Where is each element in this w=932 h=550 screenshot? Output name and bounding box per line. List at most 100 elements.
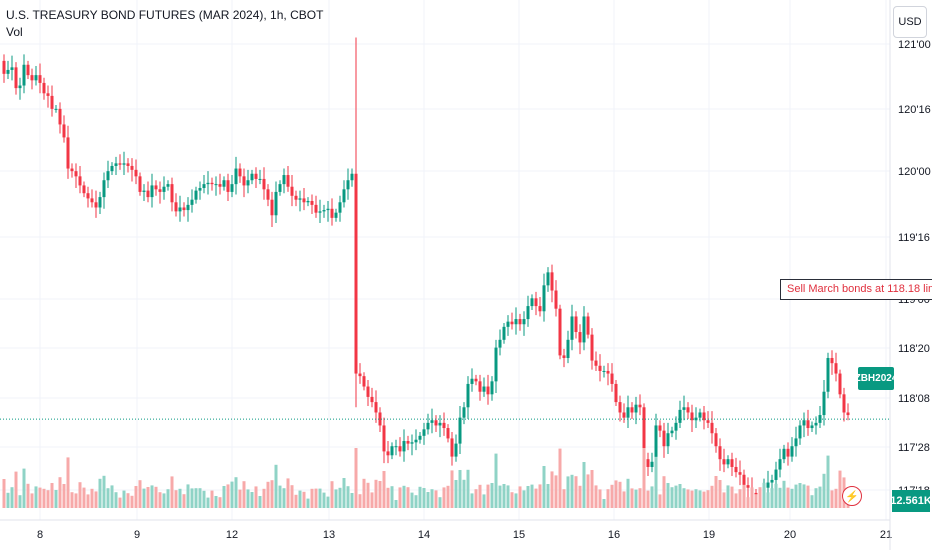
candle-body bbox=[734, 466, 738, 473]
volume-bar bbox=[322, 492, 326, 508]
candle-body bbox=[630, 407, 634, 413]
volume-bar bbox=[810, 495, 814, 508]
volume-bar bbox=[410, 492, 414, 508]
candle-body bbox=[830, 357, 834, 364]
candle-body bbox=[742, 474, 746, 486]
volume-bar bbox=[242, 481, 246, 508]
volume-bar bbox=[754, 494, 758, 508]
volume-bar bbox=[742, 484, 746, 508]
volume-bar bbox=[770, 488, 774, 508]
volume-bar bbox=[402, 485, 406, 508]
volume-bar bbox=[434, 490, 438, 508]
candle-body bbox=[770, 479, 774, 483]
candle-body bbox=[270, 199, 274, 216]
candle-body bbox=[286, 175, 290, 187]
currency-button[interactable]: USD bbox=[893, 6, 927, 38]
candle-body bbox=[386, 451, 390, 456]
candle-body bbox=[146, 190, 150, 198]
candle-body bbox=[602, 370, 606, 372]
candle-body bbox=[838, 373, 842, 395]
volume-bar bbox=[678, 484, 682, 508]
y-tick-label: 118'08 bbox=[898, 393, 930, 405]
candle-body bbox=[90, 198, 94, 203]
candle-body bbox=[190, 199, 194, 205]
volume-bar bbox=[738, 489, 742, 508]
volume-bar bbox=[90, 488, 94, 508]
candle-body bbox=[102, 180, 106, 198]
volume-bar bbox=[190, 488, 194, 508]
volume-bar bbox=[70, 492, 74, 508]
candle-body bbox=[730, 459, 734, 467]
candle-body bbox=[234, 168, 238, 185]
volume-bar bbox=[614, 480, 618, 508]
candle-body bbox=[458, 417, 462, 444]
candle-body bbox=[330, 208, 334, 218]
volume-bar bbox=[106, 488, 110, 508]
volume-bar bbox=[346, 486, 350, 508]
volume-bar bbox=[674, 485, 678, 508]
candle-body bbox=[550, 272, 554, 291]
volume-bar bbox=[406, 487, 410, 508]
candle-body bbox=[370, 396, 374, 403]
volume-bar bbox=[174, 490, 178, 508]
x-tick-label: 21 bbox=[880, 529, 892, 541]
volume-bar bbox=[750, 487, 754, 508]
volume-bar bbox=[50, 483, 54, 508]
candle-body bbox=[542, 285, 546, 312]
candle-body bbox=[798, 425, 802, 439]
volume-bar bbox=[258, 496, 262, 508]
volume-bar bbox=[650, 486, 654, 508]
volume-bar bbox=[22, 468, 26, 508]
volume-bar bbox=[814, 488, 818, 508]
candle-body bbox=[426, 422, 430, 430]
volume-bar bbox=[294, 494, 298, 508]
order-note[interactable]: Sell March bonds at 118.18 limit bbox=[780, 279, 932, 300]
volume-bar bbox=[182, 494, 186, 508]
volume-bar bbox=[658, 494, 662, 508]
volume-bar bbox=[46, 490, 50, 508]
volume-bar bbox=[94, 491, 98, 508]
candle-body bbox=[598, 365, 602, 371]
volume-bar bbox=[450, 470, 454, 508]
volume-bar bbox=[558, 448, 562, 508]
volume-bar bbox=[194, 488, 198, 508]
volume-bar bbox=[566, 476, 570, 508]
volume-bar bbox=[326, 496, 330, 508]
candle-body bbox=[638, 404, 642, 408]
candle-body bbox=[306, 200, 310, 203]
candle-body bbox=[502, 326, 506, 340]
candle-body bbox=[134, 169, 138, 177]
candle-body bbox=[626, 407, 630, 418]
y-tick-label: 121'00 bbox=[898, 39, 931, 51]
volume-bar bbox=[74, 493, 78, 508]
candle-body bbox=[482, 386, 486, 392]
volume-bar bbox=[290, 485, 294, 508]
volume-bar bbox=[542, 466, 546, 508]
candle-body bbox=[766, 482, 770, 488]
volume-bar bbox=[162, 493, 166, 508]
candle-body bbox=[622, 412, 626, 418]
candle-body bbox=[154, 185, 158, 190]
volume-bar bbox=[398, 487, 402, 508]
candle-body bbox=[666, 433, 670, 447]
volume-bar bbox=[734, 493, 738, 508]
volume-bar bbox=[42, 488, 46, 508]
candle-body bbox=[394, 446, 398, 448]
volume-bar bbox=[682, 488, 686, 508]
lightning-icon[interactable]: ⚡ bbox=[842, 486, 862, 506]
volume-bar bbox=[386, 487, 390, 508]
volume-bar bbox=[422, 488, 426, 508]
candle-body bbox=[782, 448, 786, 460]
volume-bar bbox=[830, 490, 834, 508]
volume-bar bbox=[218, 497, 222, 508]
volume-bar bbox=[758, 487, 762, 508]
volume-bar bbox=[358, 494, 362, 508]
volume-bar bbox=[330, 481, 334, 508]
candle-body bbox=[94, 202, 98, 208]
volume-bar bbox=[586, 474, 590, 508]
candle-body bbox=[46, 93, 50, 96]
candle-body bbox=[246, 180, 250, 186]
candle-body bbox=[822, 391, 826, 416]
volume-bar bbox=[430, 489, 434, 508]
